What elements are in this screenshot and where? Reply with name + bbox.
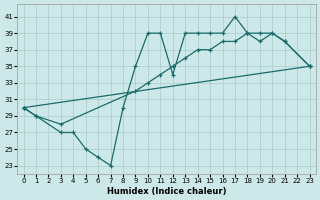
X-axis label: Humidex (Indice chaleur): Humidex (Indice chaleur) [107, 187, 226, 196]
